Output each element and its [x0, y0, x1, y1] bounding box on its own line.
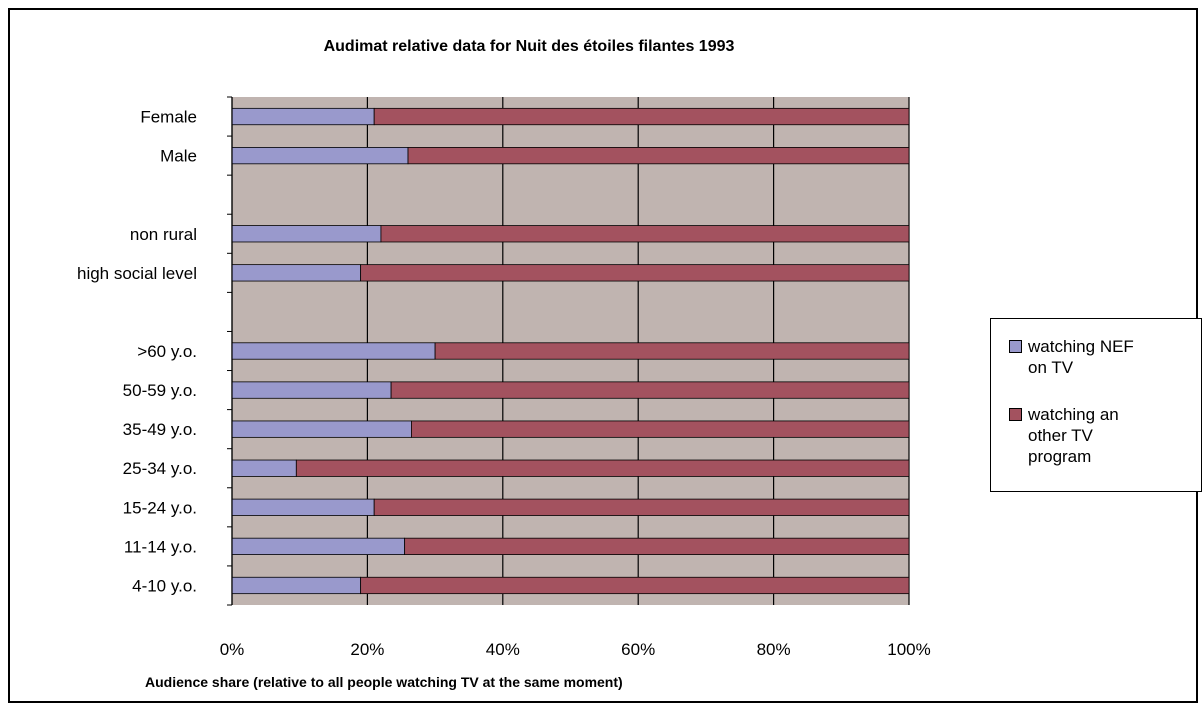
bar-nef	[231, 420, 412, 438]
bar-other	[360, 264, 910, 282]
legend-swatch-other	[1009, 408, 1022, 421]
category-label: high social level	[77, 264, 197, 283]
x-tick-label: 0%	[220, 640, 245, 659]
bar-other	[404, 537, 910, 555]
bar-nef	[231, 107, 375, 126]
x-axis-title: Audience share (relative to all people w…	[145, 674, 623, 690]
bar-nef	[231, 264, 362, 282]
bar-nef	[231, 342, 436, 360]
bar-other	[295, 459, 910, 477]
chart-title: Audimat relative data for Nuit des étoil…	[323, 38, 735, 55]
bar-other	[380, 225, 910, 243]
bar-nef	[231, 537, 406, 555]
labels: 0% 20% 40% 60% 80% 100% Female Male non rural hig…	[77, 108, 931, 659]
category-label: 50-59 y.o.	[123, 381, 197, 400]
bar-nef	[231, 225, 382, 243]
legend-label-nef: watching NEF on TV	[1028, 337, 1134, 377]
bar-nef	[231, 459, 297, 477]
category-label: 35-49 y.o.	[123, 420, 197, 439]
category-label: >60 y.o.	[137, 342, 197, 361]
bar-other	[373, 107, 910, 126]
bar-other	[373, 498, 910, 516]
bar-other	[434, 342, 910, 360]
x-tick-label: 80%	[757, 640, 791, 659]
legend: watching NEF on TV watching an other TV …	[990, 318, 1202, 492]
bar-other	[411, 420, 910, 438]
category-label: Female	[140, 108, 197, 127]
category-label: Male	[160, 147, 197, 166]
category-label: 15-24 y.o.	[123, 498, 197, 517]
legend-item-other: watching an other TV program	[1009, 404, 1148, 467]
category-label: 4-10 y.o.	[132, 576, 197, 595]
x-tick-label: 40%	[486, 640, 520, 659]
legend-swatch-nef	[1009, 340, 1022, 353]
bar-nef	[231, 576, 362, 595]
legend-item-nef: watching NEF on TV	[1009, 336, 1148, 378]
bar-other	[390, 381, 910, 399]
category-label: 25-34 y.o.	[123, 459, 197, 478]
bar-nef	[231, 147, 409, 165]
bar-other	[360, 576, 910, 595]
x-tick-label: 20%	[350, 640, 384, 659]
axes	[227, 96, 233, 606]
bar-other	[407, 147, 910, 165]
x-tick-label: 60%	[621, 640, 655, 659]
bar-nef	[231, 381, 392, 399]
x-tick-label: 100%	[887, 640, 930, 659]
category-label: 11-14 y.o.	[124, 537, 197, 556]
category-label: non rural	[130, 225, 197, 244]
legend-label-other: watching an other TV program	[1028, 405, 1119, 466]
bar-nef	[231, 498, 375, 516]
